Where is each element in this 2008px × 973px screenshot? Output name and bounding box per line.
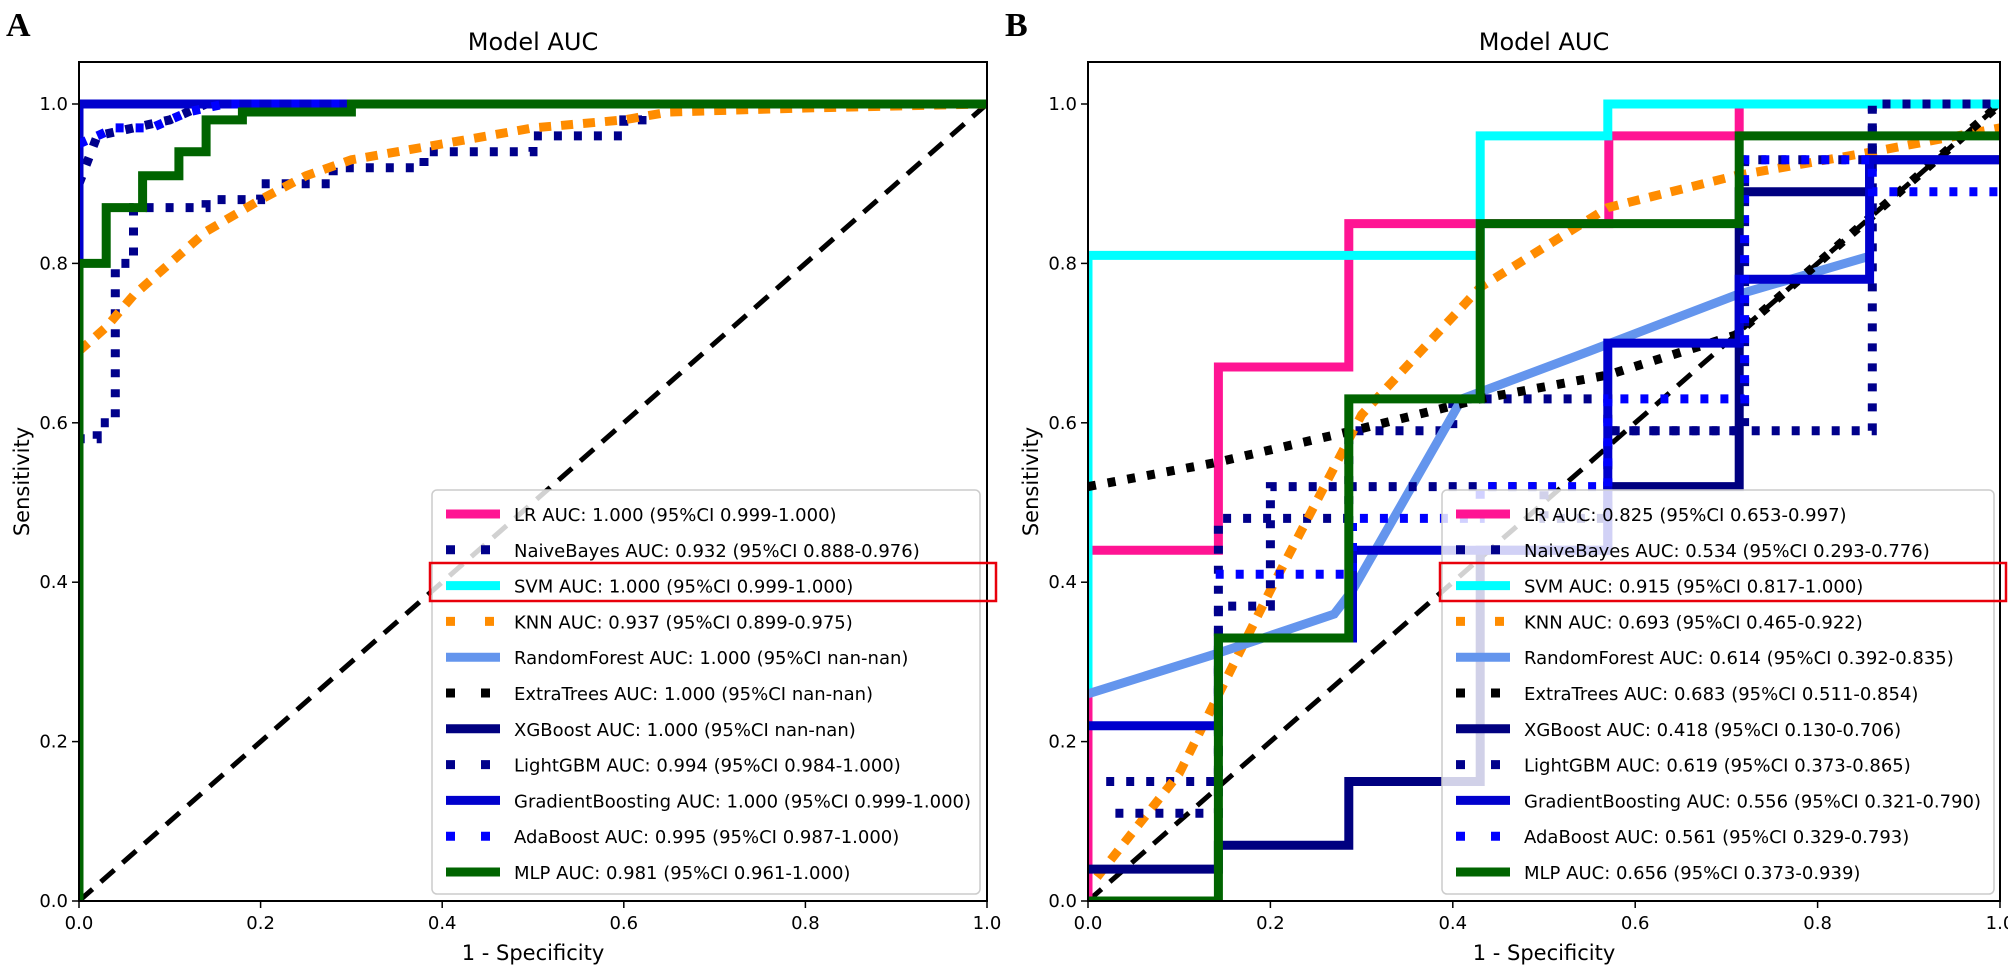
series-line-randomforest <box>1088 251 1874 699</box>
legend: LR AUC: 1.000 (95%CI 0.999-1.000) NaiveBa… <box>431 489 981 895</box>
legend-label-mlp: MLP AUC: 0.656 (95%CI 0.373-0.939) <box>1524 863 1860 884</box>
legend-label-adaboost: AdaBoost AUC: 0.995 (95%CI 0.987-1.000) <box>514 827 899 848</box>
series-line-mlp <box>1088 131 2000 901</box>
legend-label-extratrees: ExtraTrees AUC: 1.000 (95%CI nan-nan) <box>514 684 873 705</box>
legend-label-gradientboosting: GradientBoosting AUC: 1.000 (95%CI 0.999… <box>514 791 971 812</box>
legend-label-gradientboosting: GradientBoosting AUC: 0.556 (95%CI 0.321… <box>1524 791 1981 812</box>
y-tick-label: 0.0 <box>39 891 68 912</box>
legend-label-adaboost: AdaBoost AUC: 0.561 (95%CI 0.329-0.793) <box>1524 827 1909 848</box>
panel-letter: B <box>1005 7 1028 44</box>
x-tick-label: 0.2 <box>1256 913 1285 934</box>
x-tick-label: 0.4 <box>1438 913 1467 934</box>
legend-label-naivebayes: NaiveBayes AUC: 0.534 (95%CI 0.293-0.776… <box>1524 541 1930 562</box>
x-axis-label: 1 - Specificity <box>1473 941 1616 965</box>
series-line-extratrees <box>1088 100 2000 492</box>
series-line-svm <box>1088 99 2000 694</box>
y-tick-label: 1.0 <box>39 94 68 115</box>
x-tick-label: 0.2 <box>246 913 275 934</box>
x-tick-label: 1.0 <box>973 913 1002 934</box>
legend-label-naivebayes: NaiveBayes AUC: 0.932 (95%CI 0.888-0.976… <box>514 541 920 562</box>
y-axis-label: Sensitivity <box>10 427 34 536</box>
legend-label-lr: LR AUC: 1.000 (95%CI 0.999-1.000) <box>514 505 837 526</box>
x-tick-label: 0.0 <box>65 913 94 934</box>
legend-label-mlp: MLP AUC: 0.981 (95%CI 0.961-1.000) <box>514 863 850 884</box>
chart-title: Model AUC <box>468 28 598 56</box>
y-tick-label: 0.8 <box>1048 253 1077 274</box>
svm-highlight-box <box>1438 561 2008 603</box>
series-line-mlp <box>79 99 987 901</box>
legend-label-svm: SVM AUC: 0.915 (95%CI 0.817-1.000) <box>1524 577 1863 598</box>
x-tick-label: 0.6 <box>609 913 638 934</box>
legend-label-svm: SVM AUC: 1.000 (95%CI 0.999-1.000) <box>514 577 853 598</box>
x-tick-label: 1.0 <box>1986 913 2008 934</box>
legend-label-lightgbm: LightGBM AUC: 0.994 (95%CI 0.984-1.000) <box>514 756 901 777</box>
y-tick-label: 0.2 <box>39 732 68 753</box>
legend-label-extratrees: ExtraTrees AUC: 0.683 (95%CI 0.511-0.854… <box>1524 684 1918 705</box>
legend-label-knn: KNN AUC: 0.937 (95%CI 0.899-0.975) <box>514 612 853 633</box>
series-line-lr <box>1088 99 2000 901</box>
chart-title: Model AUC <box>1479 28 1609 56</box>
axes-frame <box>1087 61 2001 902</box>
y-tick-label: 0.2 <box>1048 732 1077 753</box>
y-tick-label: 0.6 <box>39 413 68 434</box>
legend-label-xgboost: XGBoost AUC: 0.418 (95%CI 0.130-0.706) <box>1524 720 1901 741</box>
svm-highlight-box <box>428 561 998 603</box>
x-tick-label: 0.6 <box>1621 913 1650 934</box>
plot-area <box>1088 99 2000 901</box>
y-tick-label: 0.4 <box>1048 572 1077 593</box>
legend: LR AUC: 0.825 (95%CI 0.653-0.997) NaiveBa… <box>1441 489 1995 895</box>
legend-box <box>1441 489 1995 895</box>
y-tick-label: 0.0 <box>1048 891 1077 912</box>
x-tick-label: 0.0 <box>1074 913 1103 934</box>
legend-label-lightgbm: LightGBM AUC: 0.619 (95%CI 0.373-0.865) <box>1524 756 1911 777</box>
legend-label-xgboost: XGBoost AUC: 1.000 (95%CI nan-nan) <box>514 720 856 741</box>
x-tick-label: 0.8 <box>1803 913 1832 934</box>
y-tick-label: 0.4 <box>39 572 68 593</box>
y-tick-label: 0.6 <box>1048 413 1077 434</box>
legend-label-randomforest: RandomForest AUC: 1.000 (95%CI nan-nan) <box>514 648 908 669</box>
panel-b: B Model AUC 0.0 0.2 0.4 0.6 0.8 1.0 0.0 0.2 0.4 0.6… <box>1005 7 2008 965</box>
x-axis-label: 1 - Specificity <box>462 941 605 965</box>
x-tick-label: 0.4 <box>428 913 457 934</box>
panel-a: A Model AUC 0.0 0.2 0.4 0.6 0.8 1.0 0.0 0.2 0.4 0.6… <box>6 7 1001 965</box>
axes-frame <box>78 61 988 902</box>
panel-letter: A <box>6 7 31 44</box>
y-tick-label: 1.0 <box>1048 94 1077 115</box>
plot-area <box>79 99 987 901</box>
series-line-knn <box>79 99 987 355</box>
x-tick-label: 0.8 <box>791 913 820 934</box>
legend-box <box>431 489 981 895</box>
legend-label-lr: LR AUC: 0.825 (95%CI 0.653-0.997) <box>1524 505 1847 526</box>
y-axis-label: Sensitivity <box>1019 427 1043 536</box>
y-tick-label: 0.8 <box>39 253 68 274</box>
legend-label-randomforest: RandomForest AUC: 0.614 (95%CI 0.392-0.8… <box>1524 648 1954 669</box>
series-line-lightgbm <box>79 99 987 186</box>
legend-label-knn: KNN AUC: 0.693 (95%CI 0.465-0.922) <box>1524 612 1863 633</box>
